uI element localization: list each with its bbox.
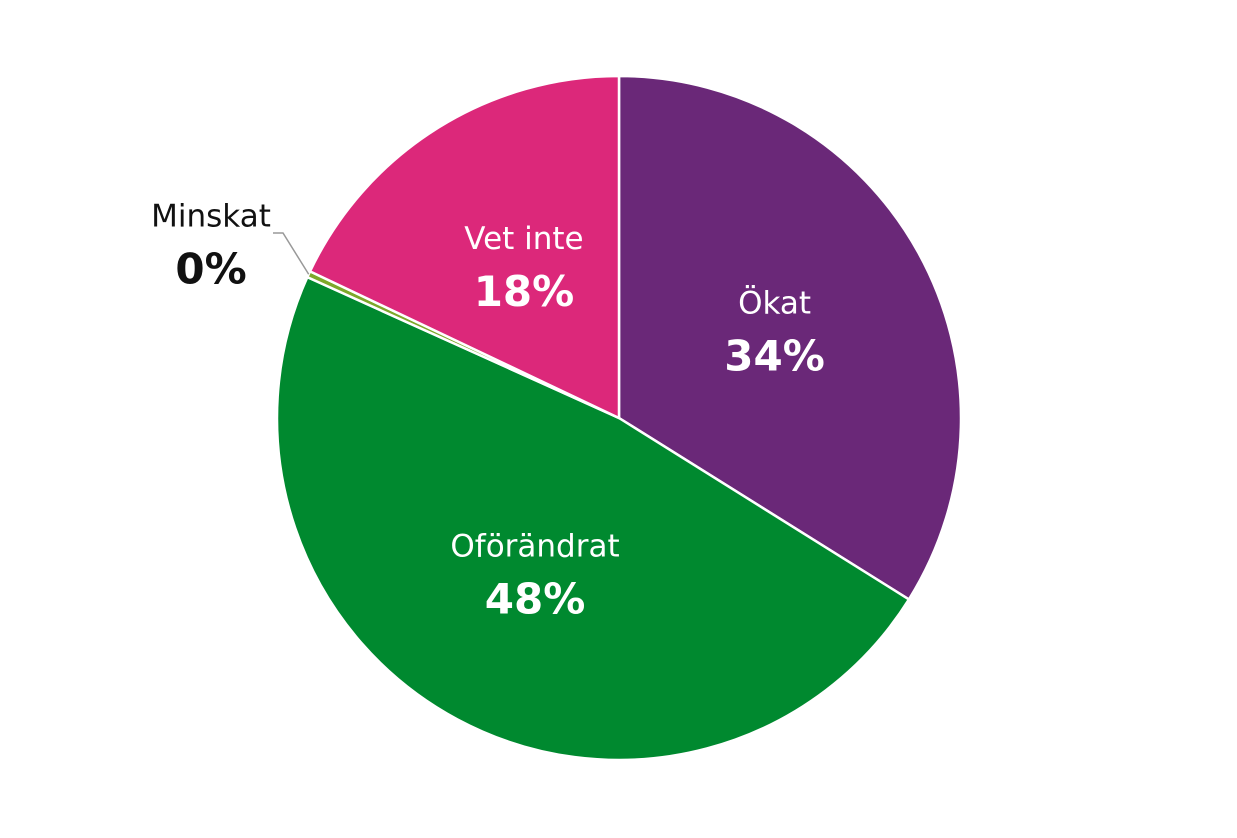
pie-slice — [275, 275, 911, 762]
pie-slice — [308, 74, 621, 420]
slice-label: Minskat — [151, 199, 271, 235]
value-label: 18% — [474, 267, 575, 316]
slice-label: Oförändrat — [450, 528, 619, 564]
leader-line — [273, 232, 310, 275]
slice-label: Ökat — [738, 284, 811, 321]
slice-label: Vet inte — [464, 221, 583, 257]
value-label: 34% — [724, 331, 825, 380]
value-label: 48% — [485, 574, 586, 623]
value-label: 0% — [175, 245, 246, 294]
pie-slice — [617, 74, 963, 602]
